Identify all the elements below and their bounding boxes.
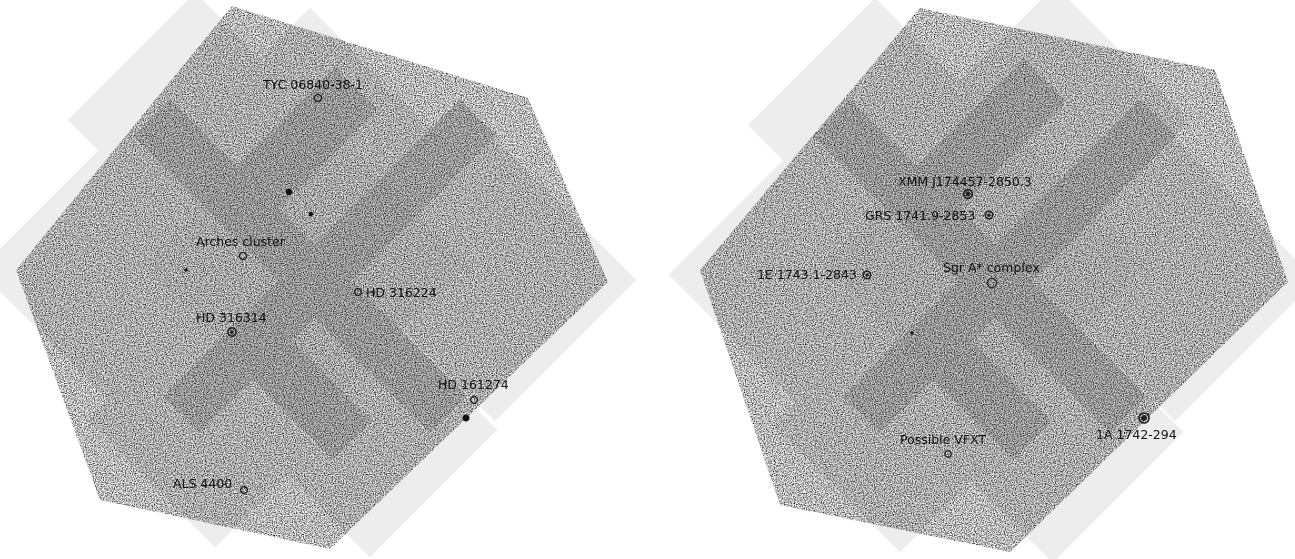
source-label: HD 316314	[196, 310, 267, 325]
source-marker	[227, 326, 238, 337]
source-core	[865, 273, 869, 277]
source-core	[1141, 415, 1147, 421]
source-marker	[986, 277, 998, 289]
source-label: 1A 1742-294	[1096, 427, 1177, 442]
source-hd316224[interactable]: HD 316224	[353, 285, 437, 300]
source-marker	[238, 251, 248, 261]
source-hd161274[interactable]: HD 161274	[438, 377, 509, 405]
right-mosaic: XMM J174457-2850.3 GRS 1741.9-2853 1E 17…	[668, 0, 1295, 559]
source-label: HD 316224	[366, 285, 437, 300]
source-1e[interactable]: 1E 1743.1-2843	[757, 267, 872, 282]
source-label: XMM J174457-2850.3	[898, 174, 1032, 189]
source-core	[987, 213, 991, 217]
source-label: Possible VFXT	[900, 432, 986, 447]
source-marker	[962, 188, 974, 200]
source-als4400[interactable]: ALS 4400	[173, 476, 249, 495]
source-label: Arches cluster	[196, 234, 286, 249]
source-vfxt[interactable]: Possible VFXT	[900, 432, 986, 458]
source-label: TYC 06840-38-1	[262, 77, 363, 92]
source-hd316314[interactable]: HD 316314	[196, 310, 267, 337]
source-marker	[1138, 412, 1150, 424]
source-marker	[353, 287, 363, 297]
source-label: Sgr A* complex	[943, 260, 1040, 275]
source-xmm[interactable]: XMM J174457-2850.3	[898, 174, 1032, 200]
source-1a[interactable]: 1A 1742-294	[1096, 412, 1177, 442]
source-label: 1E 1743.1-2843	[757, 267, 857, 282]
source-core	[230, 330, 234, 334]
left-bright-spots	[184, 188, 470, 422]
source-marker	[313, 93, 323, 103]
source-tyc[interactable]: TYC 06840-38-1	[262, 77, 363, 103]
source-marker	[862, 270, 872, 280]
right-bright-spots	[910, 331, 914, 335]
source-marker	[984, 210, 994, 220]
source-marker	[944, 450, 952, 458]
source-arches[interactable]: Arches cluster	[196, 234, 286, 261]
source-label: HD 161274	[438, 377, 509, 392]
source-marker	[239, 485, 249, 495]
right-noise-texture	[700, 8, 1288, 552]
source-label: GRS 1741.9-2853	[865, 208, 975, 223]
source-sgra[interactable]: Sgr A* complex	[943, 260, 1040, 289]
source-label: ALS 4400	[173, 476, 232, 491]
source-marker	[469, 395, 479, 405]
source-core	[965, 191, 971, 197]
source-grs[interactable]: GRS 1741.9-2853	[865, 208, 994, 223]
left-mosaic: TYC 06840-38-1 Arches cluster HD 316224 …	[0, 0, 637, 558]
